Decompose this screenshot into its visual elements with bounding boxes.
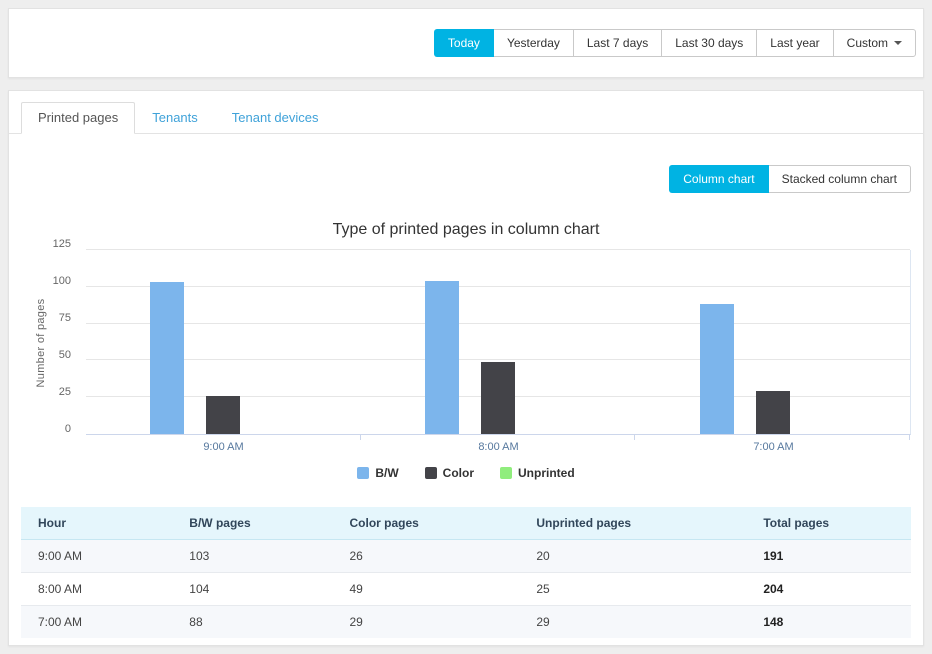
y-tick-100: 100 [53, 275, 71, 287]
range-button-custom[interactable]: Custom [833, 29, 916, 57]
bar-color-9-00-am[interactable] [206, 396, 240, 434]
column-header-color: Color pages [332, 507, 519, 540]
legend-label: B/W [375, 466, 398, 480]
bar-group-8-00-am [361, 250, 636, 434]
y-tick-25: 25 [59, 386, 71, 398]
cell-hour: 9:00 AM [21, 540, 172, 573]
chart-type-toggle: Column chart Stacked column chart [669, 165, 911, 193]
tab-printed-pages[interactable]: Printed pages [21, 102, 135, 134]
y-tick-50: 50 [59, 349, 71, 361]
cell-unprinted: 29 [519, 606, 746, 639]
chart-plot-wrap: Number of pages 0255075100125 [21, 250, 911, 435]
bar-color-8-00-am[interactable] [481, 362, 515, 434]
bar-b-w-9-00-am[interactable] [150, 282, 184, 434]
report-tabs: Printed pages Tenants Tenant devices [9, 91, 923, 134]
cell-hour: 7:00 AM [21, 606, 172, 639]
chevron-down-icon [894, 41, 902, 45]
column-header-hour: Hour [21, 507, 172, 540]
chart-title: Type of printed pages in column chart [21, 221, 911, 239]
table-row: 7:00 AM882929148 [21, 606, 911, 639]
cell-bw: 104 [172, 573, 332, 606]
y-tick-125: 125 [53, 238, 71, 250]
y-tick-75: 75 [59, 312, 71, 324]
y-axis-labels: 0255075100125 [21, 250, 71, 435]
printed-pages-table: HourB/W pagesColor pagesUnprinted pagesT… [21, 507, 911, 638]
cell-bw: 103 [172, 540, 332, 573]
cell-unprinted: 25 [519, 573, 746, 606]
x-axis-labels: 9:00 AM8:00 AM7:00 AM [21, 441, 911, 453]
legend-swatch-icon [357, 467, 369, 479]
cell-color: 26 [332, 540, 519, 573]
cell-total: 191 [746, 540, 911, 573]
column-header-unprinted: Unprinted pages [519, 507, 746, 540]
table-row: 9:00 AM1032620191 [21, 540, 911, 573]
table-header: HourB/W pagesColor pagesUnprinted pagesT… [21, 507, 911, 540]
x-tick-9-00-am: 9:00 AM [86, 441, 361, 453]
chart-legend: B/W Color Unprinted [21, 466, 911, 480]
bar-b-w-7-00-am[interactable] [700, 304, 734, 434]
bar-color-7-00-am[interactable] [756, 391, 790, 434]
x-tick-7-00-am: 7:00 AM [636, 441, 911, 453]
legend-item-unprinted[interactable]: Unprinted [500, 466, 575, 480]
cell-color: 29 [332, 606, 519, 639]
date-range-button-group: Today Yesterday Last 7 days Last 30 days… [434, 29, 916, 57]
report-content: Column chart Stacked column chart Type o… [9, 165, 923, 638]
bar-group-9-00-am [86, 250, 361, 434]
tab-tenants[interactable]: Tenants [135, 102, 215, 134]
column-header-bw: B/W pages [172, 507, 332, 540]
legend-label: Unprinted [518, 466, 575, 480]
cell-color: 49 [332, 573, 519, 606]
custom-button-label: Custom [847, 37, 888, 49]
range-button-last-30-days[interactable]: Last 30 days [661, 29, 757, 57]
tab-tenant-devices[interactable]: Tenant devices [215, 102, 336, 134]
legend-item-b-w[interactable]: B/W [357, 466, 398, 480]
legend-item-color[interactable]: Color [425, 466, 474, 480]
legend-label: Color [443, 466, 474, 480]
cell-unprinted: 20 [519, 540, 746, 573]
range-button-last-7-days[interactable]: Last 7 days [573, 29, 662, 57]
toggle-column-chart[interactable]: Column chart [669, 165, 768, 193]
y-tick-0: 0 [65, 423, 71, 435]
x-tick-8-00-am: 8:00 AM [361, 441, 636, 453]
bar-group-7-00-am [635, 250, 910, 434]
report-panel: Printed pages Tenants Tenant devices Col… [8, 90, 924, 646]
toggle-stacked-column-chart[interactable]: Stacked column chart [768, 165, 911, 193]
range-button-last-year[interactable]: Last year [756, 29, 833, 57]
cell-total: 204 [746, 573, 911, 606]
column-chart: Type of printed pages in column chart Nu… [21, 221, 911, 480]
cell-total: 148 [746, 606, 911, 639]
chart-plot-area [86, 250, 911, 435]
legend-swatch-icon [425, 467, 437, 479]
chart-type-toggle-row: Column chart Stacked column chart [21, 165, 911, 193]
legend-swatch-icon [500, 467, 512, 479]
date-range-toolbar: Today Yesterday Last 7 days Last 30 days… [8, 8, 924, 78]
cell-hour: 8:00 AM [21, 573, 172, 606]
range-button-yesterday[interactable]: Yesterday [493, 29, 574, 57]
cell-bw: 88 [172, 606, 332, 639]
table-row: 8:00 AM1044925204 [21, 573, 911, 606]
column-header-total: Total pages [746, 507, 911, 540]
range-button-today[interactable]: Today [434, 29, 494, 57]
bar-b-w-8-00-am[interactable] [425, 281, 459, 434]
